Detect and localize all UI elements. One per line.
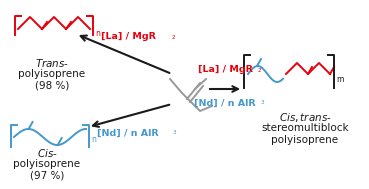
Text: (97 %): (97 %): [30, 171, 64, 181]
Text: [Nd] / n AlR: [Nd] / n AlR: [194, 99, 256, 108]
Text: n: n: [91, 136, 96, 145]
Text: $_3$: $_3$: [172, 128, 177, 137]
Text: [La] / MgR: [La] / MgR: [197, 65, 252, 74]
Text: m: m: [336, 74, 344, 84]
Text: [Nd] / n AlR: [Nd] / n AlR: [97, 129, 159, 138]
Text: $_2$: $_2$: [171, 33, 176, 42]
Text: [La] / MgR: [La] / MgR: [101, 32, 155, 41]
Text: $\it{Trans}$-: $\it{Trans}$-: [35, 57, 69, 69]
Text: n: n: [95, 29, 100, 37]
Text: $_2$: $_2$: [257, 66, 262, 75]
Text: (98 %): (98 %): [35, 81, 69, 91]
Text: $\it{Cis}$-: $\it{Cis}$-: [37, 147, 58, 159]
Text: $_3$: $_3$: [260, 98, 265, 107]
Text: polyisoprene: polyisoprene: [272, 135, 339, 145]
Text: stereomultiblock: stereomultiblock: [261, 123, 349, 133]
Text: $\it{Cis,trans}$-: $\it{Cis,trans}$-: [279, 111, 331, 124]
Text: polyisoprene: polyisoprene: [18, 69, 86, 79]
Text: polyisoprene: polyisoprene: [13, 159, 80, 169]
